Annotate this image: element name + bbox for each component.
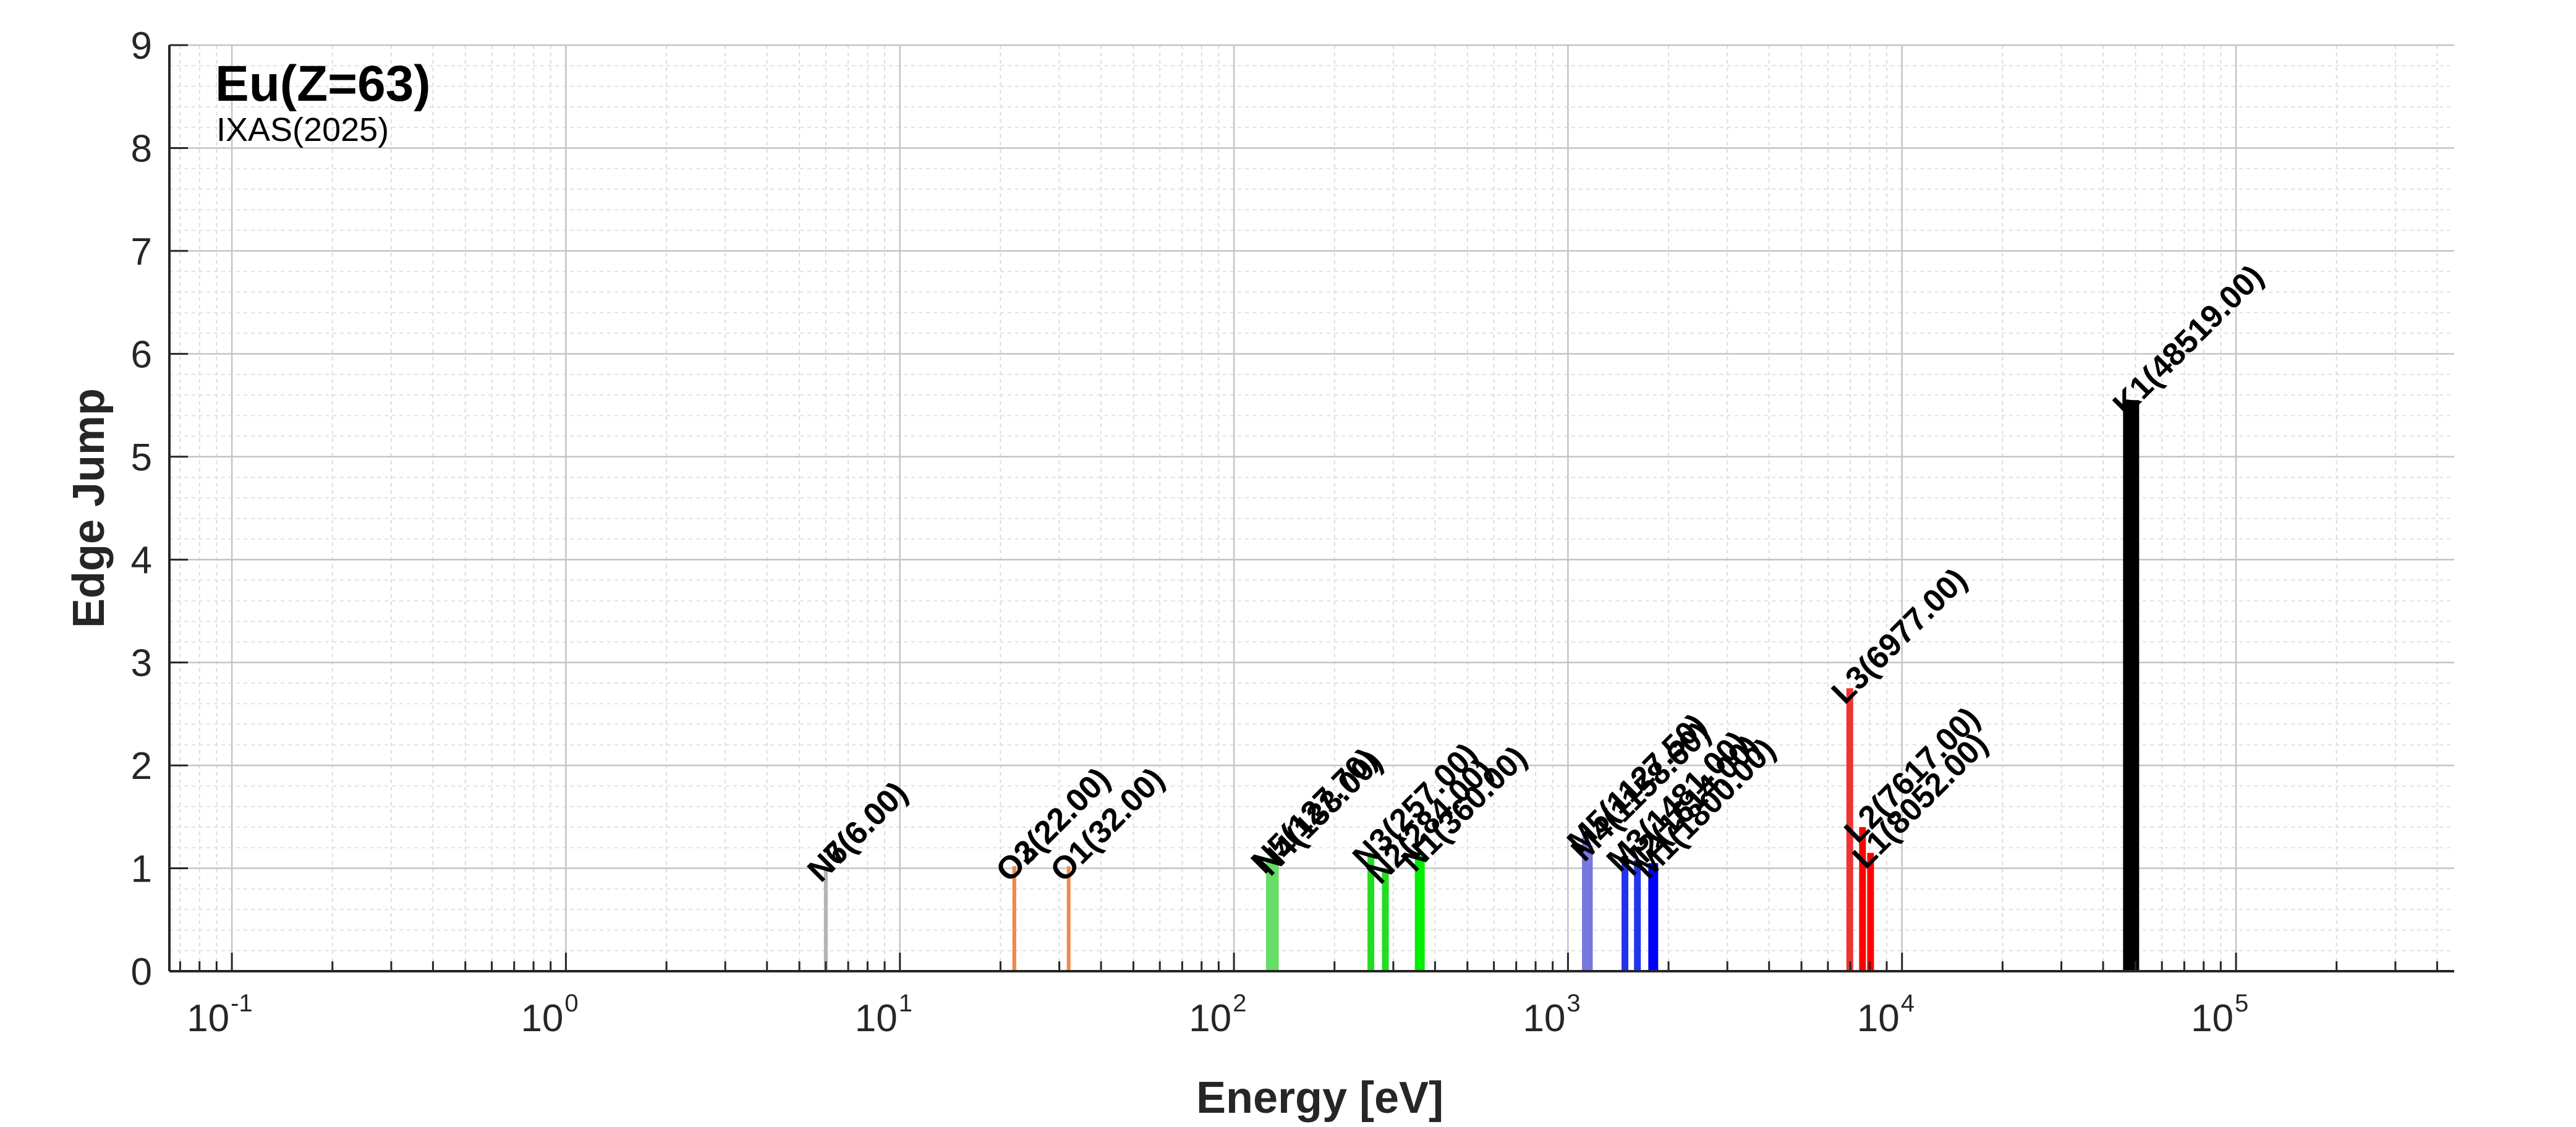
- y-tick-label: 2: [131, 745, 152, 788]
- edge-bar: [1622, 856, 1629, 971]
- y-tick-label: 3: [131, 642, 152, 685]
- edge-bar: [1066, 866, 1071, 971]
- x-tick-label: 10: [2191, 997, 2234, 1040]
- x-tick-label: 10: [187, 997, 229, 1040]
- edge-bar: [2123, 400, 2140, 971]
- x-tick-label: 10: [521, 997, 563, 1040]
- edge-bar: [1648, 863, 1659, 971]
- x-tick-labels: 10 -1 10 0 10 1 10 2 10 3 10 4 10 5: [187, 990, 2248, 1040]
- y-tick-label: 6: [131, 333, 152, 376]
- edge-bar: [1272, 860, 1279, 971]
- x-tick-label: 10: [1523, 997, 1565, 1040]
- edge-bar: [1586, 845, 1593, 971]
- x-tick-label: 10: [855, 997, 898, 1040]
- x-tick-exponent: 2: [1233, 990, 1246, 1017]
- chart-subtitle: IXAS(2025): [216, 111, 389, 148]
- y-tick-label: 4: [131, 539, 152, 582]
- chart-title: Eu(Z=63): [215, 56, 431, 112]
- edge-bar: [1367, 853, 1375, 971]
- edge-bar: [1012, 866, 1016, 971]
- edge-bar: [823, 866, 828, 971]
- y-tick-label: 5: [131, 436, 152, 479]
- axes: [168, 44, 2454, 972]
- x-tick-exponent: -1: [231, 990, 253, 1017]
- x-tick-label: 10: [1857, 997, 1900, 1040]
- edge-bar: [1846, 688, 1853, 971]
- y-tick-labels: 0 1 2 3 4 5 6 7 8 9: [131, 25, 152, 993]
- x-tick-exponent: 4: [1901, 990, 1915, 1017]
- y-axis-title: Edge Jump: [64, 388, 114, 628]
- y-tick-label: 0: [131, 951, 152, 993]
- y-tick-label: 7: [131, 231, 152, 273]
- x-tick-exponent: 0: [564, 990, 578, 1017]
- edge-bars: [823, 400, 2140, 971]
- edge-bar: [1414, 856, 1425, 971]
- x-axis-title: Energy [eV]: [1196, 1073, 1443, 1123]
- edge-bar: [1382, 868, 1389, 971]
- edge-bar: [1582, 837, 1589, 971]
- edge-bar: [1265, 857, 1273, 971]
- x-tick-label: 10: [1189, 997, 1231, 1040]
- minor-grid: [169, 45, 2454, 971]
- y-tick-label: 1: [131, 848, 152, 891]
- y-tick-label: 9: [131, 25, 152, 67]
- edge-bar: [1867, 853, 1874, 971]
- y-tick-label: 8: [131, 127, 152, 170]
- x-tick-exponent: 1: [899, 990, 912, 1017]
- x-tick-exponent: 5: [2235, 990, 2248, 1017]
- edge-bar: [1859, 827, 1866, 971]
- edge-bar: [1634, 860, 1641, 971]
- x-tick-exponent: 3: [1566, 990, 1580, 1017]
